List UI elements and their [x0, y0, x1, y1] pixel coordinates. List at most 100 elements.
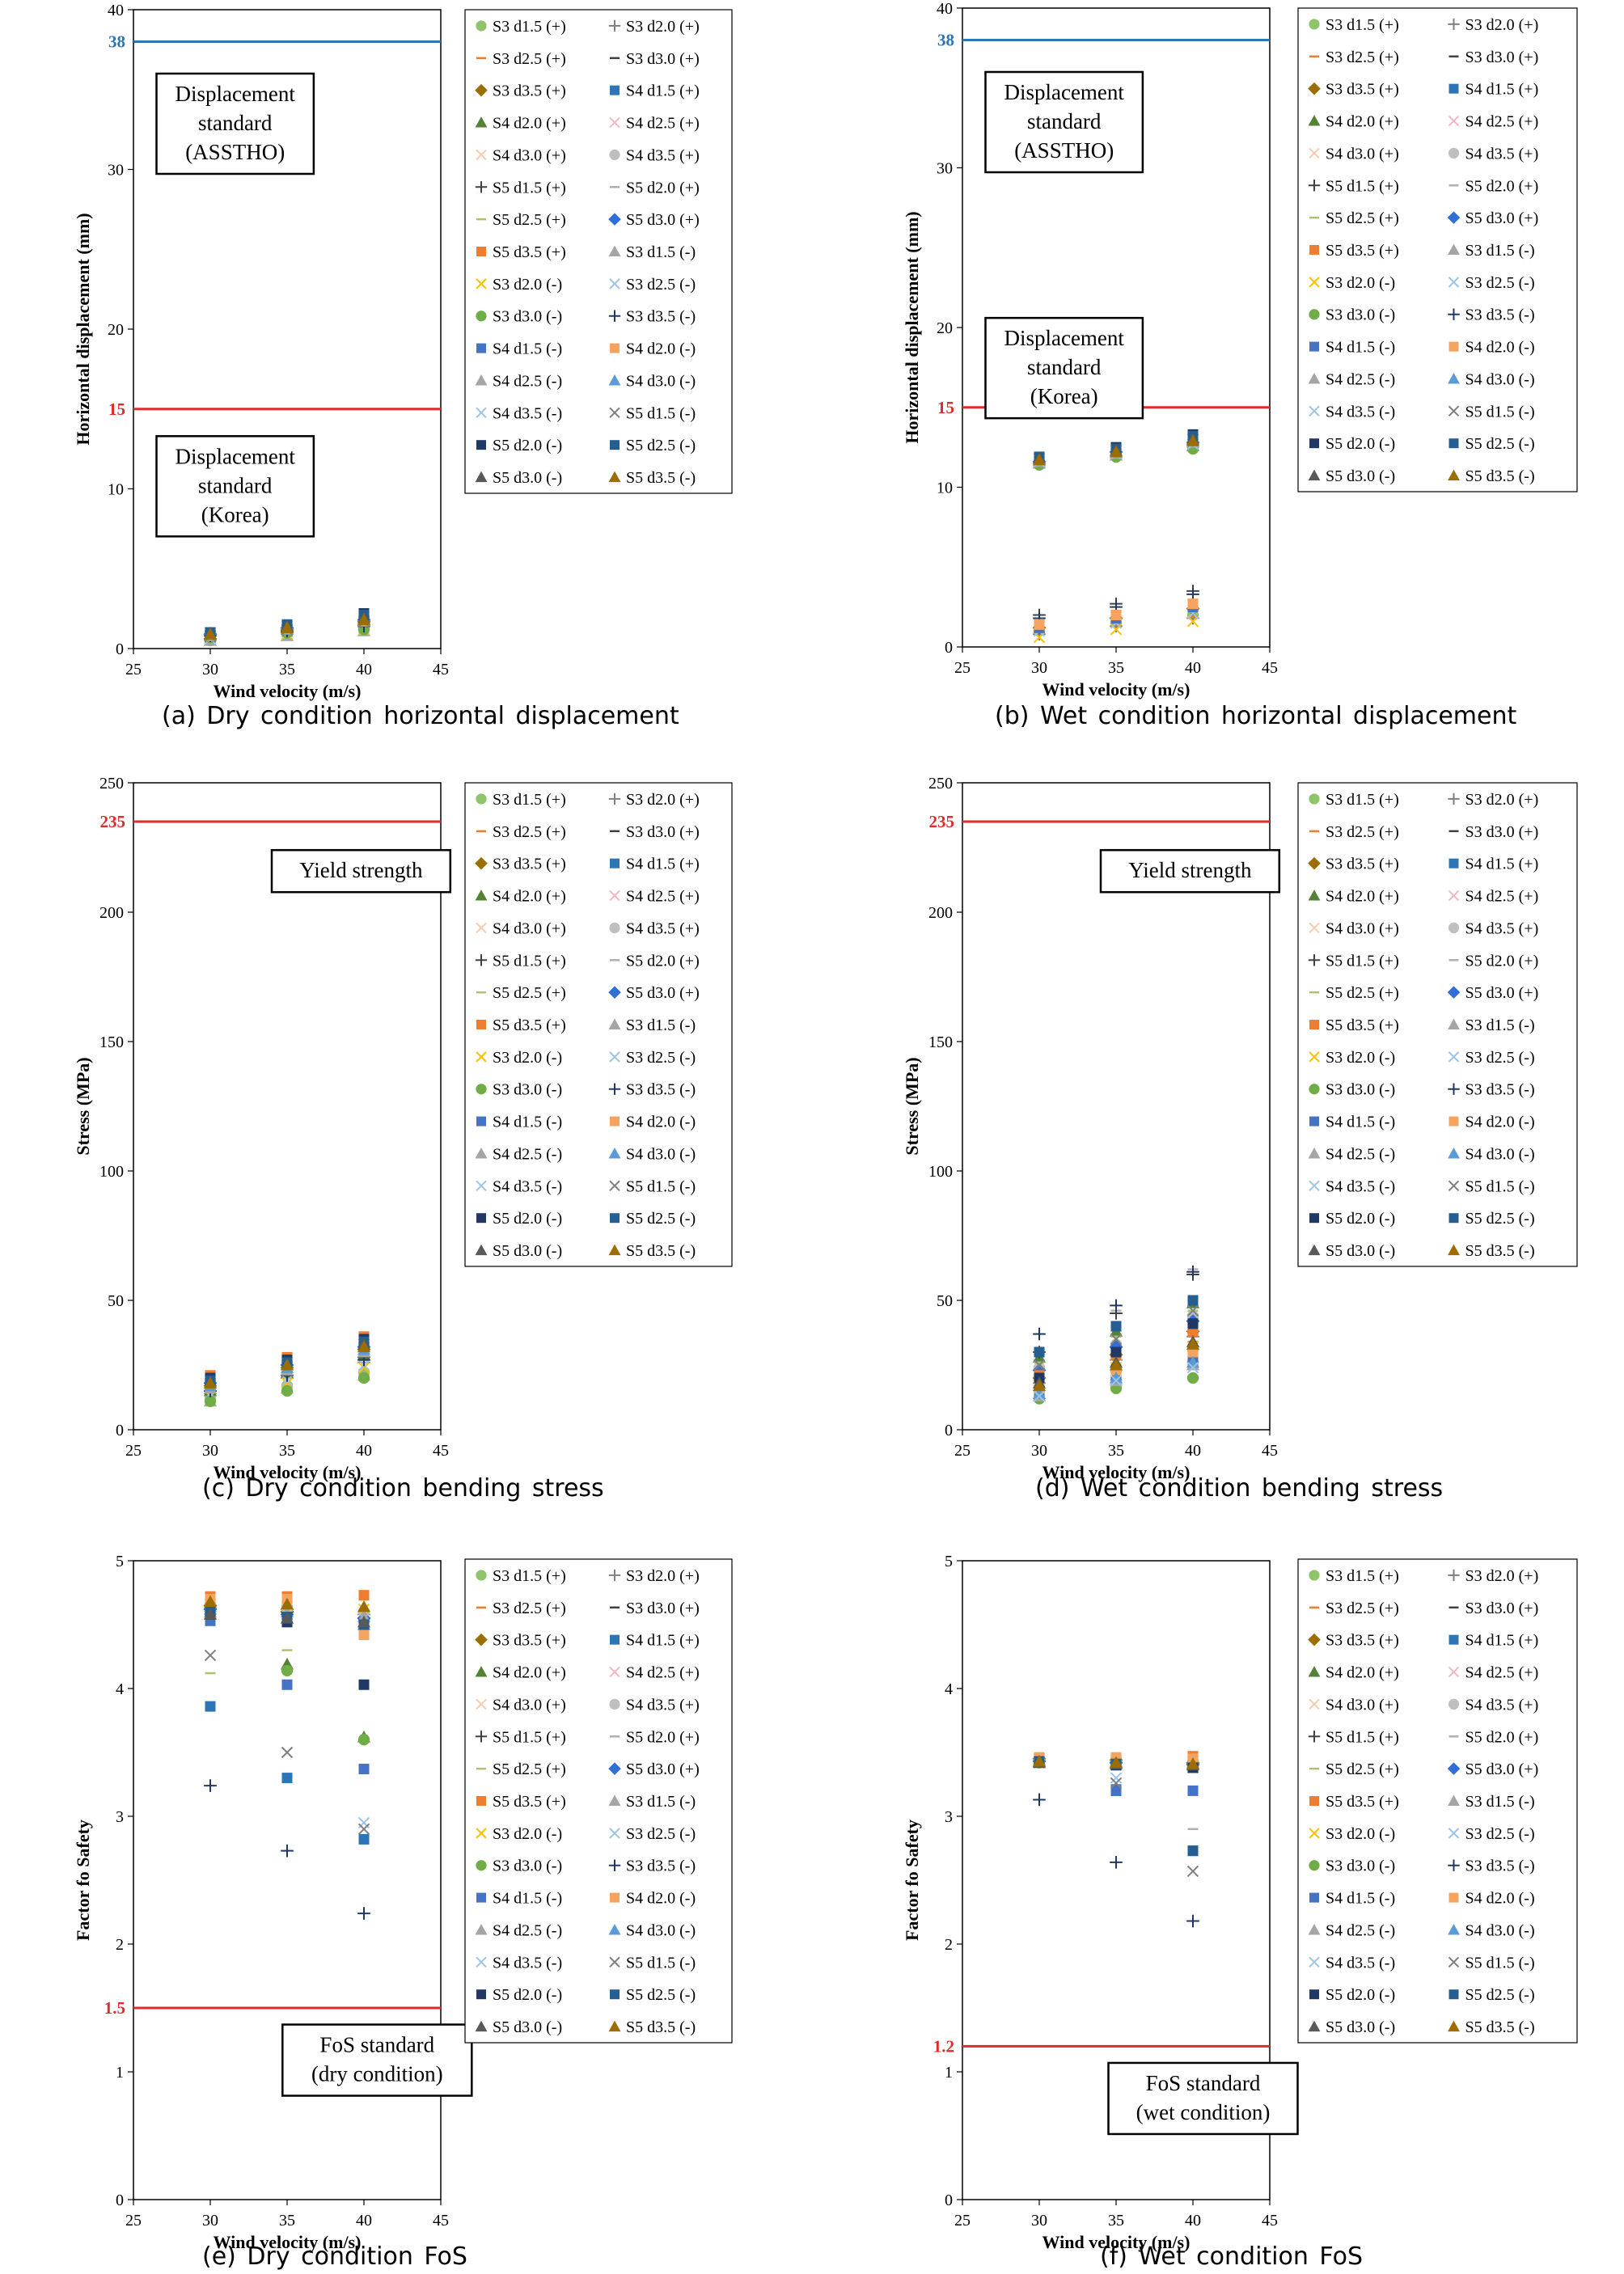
legend-label: S5 d1.5 (+) [493, 952, 566, 970]
data-point [357, 1600, 371, 1613]
legend-item: S4 d2.0 (-) [1448, 1890, 1535, 1908]
legend-marker [1448, 1148, 1460, 1159]
legend-marker [610, 343, 620, 353]
legend-label: S4 d3.0 (-) [626, 1145, 696, 1163]
legend-marker [476, 278, 487, 290]
y-tick-label: 5 [945, 1553, 953, 1570]
legend-item: S3 d1.5 (+) [1309, 1567, 1399, 1585]
data-points [203, 608, 371, 647]
legend-item: S3 d1.5 (-) [1448, 242, 1535, 260]
y-axis-label: Stress (MPa) [73, 1057, 93, 1155]
data-points [1032, 429, 1200, 644]
legend-label: S3 d3.0 (+) [1465, 1600, 1539, 1617]
y-tick-label: 0 [116, 640, 124, 658]
y-tick-label: 0 [945, 639, 953, 657]
legend-marker [1309, 1956, 1320, 1968]
legend-marker [476, 1989, 486, 2000]
legend-label: S5 d1.5 (-) [1465, 403, 1535, 421]
legend-item: S5 d1.5 (+) [475, 179, 566, 197]
annotation-text: Yield strength [1128, 858, 1252, 882]
legend-item: S3 d2.5 (-) [609, 1049, 696, 1067]
annotation-text: Displacement [175, 444, 295, 468]
legend-marker [1309, 1180, 1320, 1192]
legend-label: S4 d3.5 (+) [626, 1696, 700, 1714]
legend-item: S5 d1.5 (+) [1308, 1728, 1399, 1746]
data-point [1033, 1327, 1046, 1341]
legend-marker [1448, 277, 1460, 288]
legend-item: S3 d3.0 (-) [1309, 1858, 1395, 1875]
data-point [1032, 1755, 1047, 1767]
legend-label: S5 d3.0 (-) [493, 1242, 562, 1260]
legend-label: S5 d3.5 (+) [1326, 1017, 1399, 1034]
y-tick-label: 50 [937, 1292, 953, 1310]
legend-item: S3 d2.5 (-) [609, 1825, 696, 1843]
legend-marker [1448, 83, 1459, 94]
legend-label: S4 d2.0 (+) [493, 115, 566, 133]
legend-item: S3 d2.0 (-) [476, 276, 562, 294]
legend-marker [1309, 1892, 1319, 1903]
legend-marker [476, 149, 487, 161]
reference-line-label: 235 [929, 812, 955, 831]
x-tick-label: 35 [279, 2212, 295, 2230]
legend-item: S4 d3.5 (+) [609, 919, 700, 937]
legend-marker [476, 440, 486, 450]
legend-item: S4 d1.5 (+) [1448, 856, 1538, 873]
legend-item: S5 d1.5 (-) [609, 404, 696, 422]
legend: S3 d1.5 (+) S3 d2.0 (+) S3 d2.5 (+) S3 d3.0… [464, 782, 733, 1267]
legend-label: S5 d1.5 (-) [1465, 1177, 1535, 1195]
legend-item: S4 d3.5 (-) [1309, 1177, 1395, 1195]
legend-label: S5 d1.5 (+) [493, 179, 566, 197]
data-point [1110, 610, 1122, 620]
legend-marker [608, 213, 621, 226]
legend-marker [1448, 1989, 1459, 2000]
legend-item: S5 d1.5 (-) [1448, 1954, 1535, 1972]
legend-label: S3 d2.5 (+) [1326, 49, 1399, 66]
x-tick-label: 35 [1108, 659, 1124, 677]
legend-marker [1448, 1666, 1460, 1678]
legend-item: S3 d2.5 (-) [609, 276, 696, 294]
legend-label: S4 d2.5 (+) [1465, 1664, 1539, 1682]
legend-marker [1308, 373, 1321, 384]
legend-label: S4 d2.5 (+) [626, 888, 700, 906]
data-point [204, 1779, 217, 1792]
legend-label: S5 d2.0 (-) [493, 1986, 562, 2004]
legend-marker [1448, 858, 1459, 869]
legend-marker [610, 1116, 620, 1126]
legend-item: S3 d3.5 (-) [1448, 1858, 1535, 1875]
x-tick-label: 30 [202, 1442, 218, 1460]
legend-label: S5 d1.5 (-) [626, 1954, 696, 1972]
legend-item: S5 d2.5 (+) [1309, 984, 1399, 1002]
legend-label: S3 d2.0 (+) [626, 791, 700, 809]
legend-label: S4 d1.5 (+) [626, 1632, 700, 1650]
legend-label: S5 d1.5 (-) [1465, 1954, 1535, 1972]
data-point [1186, 434, 1200, 446]
annotation-text: standard [1027, 109, 1102, 133]
legend-marker [1309, 1020, 1319, 1029]
legend-label: S4 d1.5 (-) [1326, 339, 1395, 357]
legend-marker [1308, 1148, 1321, 1159]
data-point [1187, 1845, 1199, 1857]
legend-item: S5 d1.5 (-) [1448, 403, 1535, 421]
legend-label: S4 d2.0 (-) [626, 340, 696, 358]
legend-marker [1309, 1084, 1320, 1095]
legend-label: S4 d2.0 (-) [1465, 1890, 1535, 1908]
legend-item: S5 d2.0 (-) [476, 1210, 562, 1228]
legend-label: S4 d2.0 (-) [626, 1114, 696, 1131]
legend-label: S4 d2.5 (-) [1326, 1145, 1395, 1163]
legend-marker [1448, 922, 1460, 933]
legend-item: S4 d2.0 (-) [610, 340, 696, 358]
x-tick-label: 30 [1031, 2212, 1047, 2230]
x-tick-label: 25 [125, 661, 142, 678]
legend-item: S3 d2.5 (+) [1309, 1600, 1399, 1617]
legend-item: S3 d2.5 (+) [476, 823, 566, 841]
legend-item: S5 d2.5 (+) [1309, 1760, 1399, 1778]
legend-item: S3 d3.5 (+) [1308, 81, 1399, 99]
y-tick-label: 3 [945, 1808, 953, 1826]
annotation-text: (wet condition) [1136, 2100, 1271, 2124]
annotation-text: FoS standard [319, 2033, 434, 2057]
legend-marker [475, 83, 488, 97]
legend-label: S3 d2.0 (+) [626, 18, 700, 36]
chart-panel-c: 0 50 100 150 200 250 25 30 35 40 45 Wind velocity (… [73, 775, 733, 1503]
legend-marker [476, 1570, 487, 1581]
